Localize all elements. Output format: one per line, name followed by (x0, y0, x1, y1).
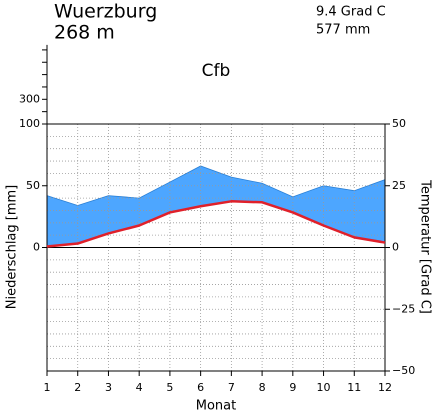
x-tick-label: 7 (228, 381, 235, 394)
y2-tick-label: 0 (392, 241, 399, 254)
y-tick-label: 0 (33, 241, 40, 254)
y-tick-label: 300 (19, 92, 40, 105)
y2-tick-label: −25 (392, 302, 415, 315)
mean-temperature: 9.4 Grad C (316, 5, 386, 20)
precipitation-area (47, 165, 385, 247)
precipitation-line (46, 165, 386, 206)
climate-class: Cfb (202, 61, 231, 81)
y2-tick-label: −50 (392, 364, 415, 377)
temperature-line (46, 200, 386, 248)
y2-axis-label: Temperatur [Grad C] (418, 179, 433, 314)
x-tick-label: 9 (289, 381, 296, 394)
y-axis-label: Niederschlag [mm] (5, 185, 20, 310)
x-tick-label: 5 (166, 381, 173, 394)
y-tick-label: 50 (26, 179, 40, 192)
y2-tick-label: 25 (392, 179, 406, 192)
x-tick-label: 10 (317, 381, 331, 394)
x-tick-label: 4 (136, 381, 143, 394)
x-tick-label: 6 (197, 381, 204, 394)
station: Wuerzburg (54, 1, 157, 23)
x-tick-label: 1 (44, 381, 51, 394)
annual-precipitation: 577 mm (316, 23, 370, 38)
x-tick-label: 3 (105, 381, 112, 394)
x-tick-label: 8 (259, 381, 266, 394)
x-axis-label: Monat (196, 399, 236, 414)
y2-tick-label: 50 (392, 117, 406, 130)
x-tick-label: 11 (347, 381, 361, 394)
x-tick-label: 12 (378, 381, 392, 394)
elevation: 268 m (54, 22, 115, 44)
y-tick-label: 100 (19, 117, 40, 130)
x-tick-label: 2 (74, 381, 81, 394)
